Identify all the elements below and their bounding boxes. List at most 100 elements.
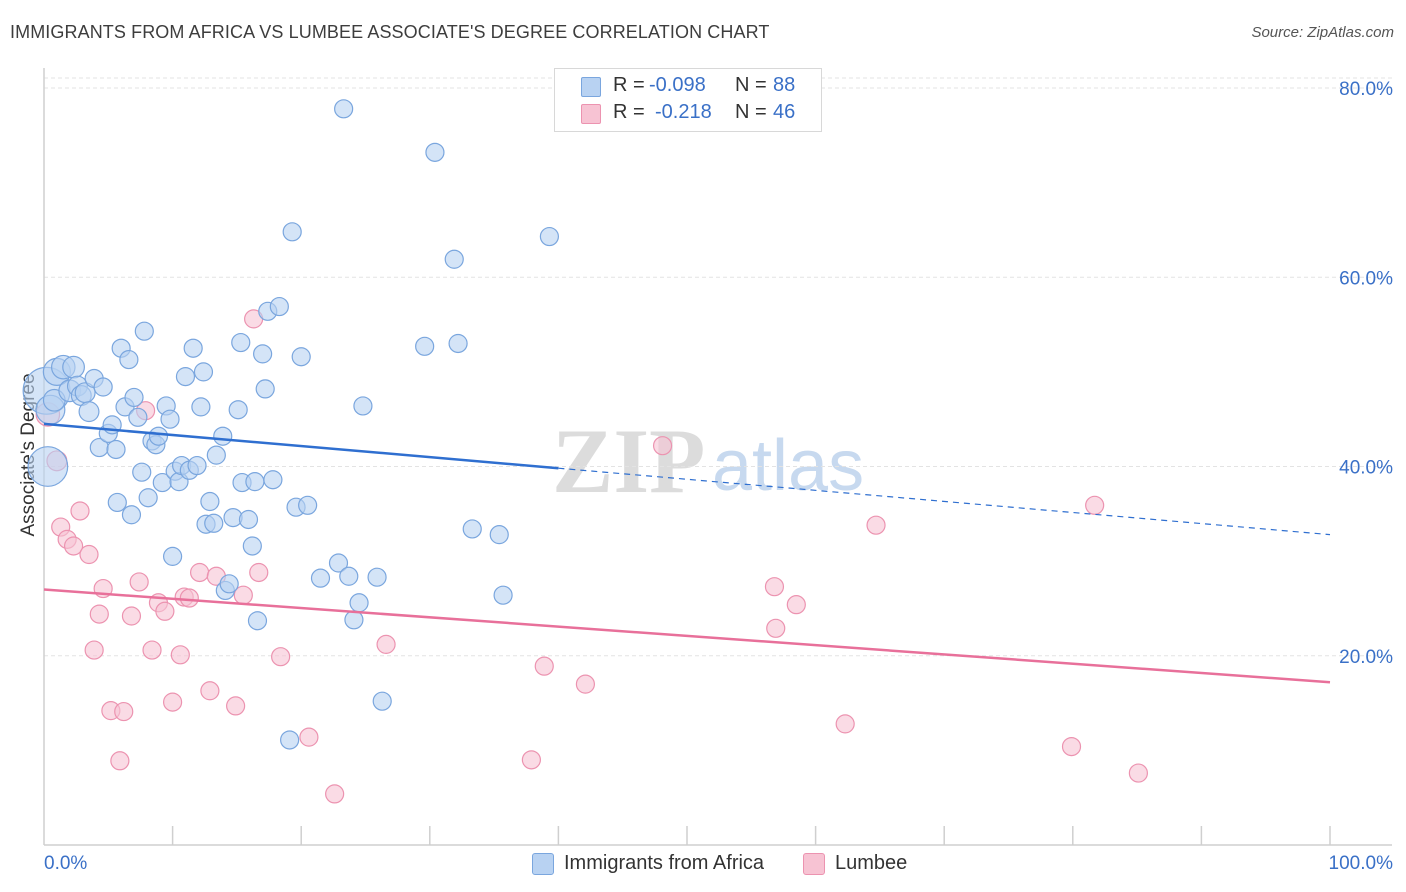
y-tick-label: 60.0% xyxy=(1339,268,1393,289)
africa-point xyxy=(107,492,127,513)
africa-point xyxy=(27,446,69,487)
africa-point xyxy=(148,426,169,446)
stats-row-lumbee: R = -0.218 N = 46 xyxy=(555,101,821,127)
africa-point xyxy=(280,730,300,750)
africa-point xyxy=(163,546,183,566)
africa-point xyxy=(219,574,239,594)
africa-point xyxy=(231,332,251,353)
blue-swatch-icon xyxy=(532,853,554,875)
stats-n-value: 46 xyxy=(773,101,796,123)
africa-point xyxy=(489,525,509,545)
lumbee-point xyxy=(271,647,291,667)
africa-point xyxy=(462,519,482,539)
lumbee-point xyxy=(299,727,319,747)
africa-point xyxy=(255,379,275,399)
africa-point xyxy=(204,513,224,533)
africa-point xyxy=(353,396,373,416)
africa-point xyxy=(138,488,158,508)
africa-point xyxy=(328,553,349,573)
africa-point xyxy=(291,347,311,367)
africa-point xyxy=(187,455,207,476)
africa-point xyxy=(269,296,289,317)
stats-n-label: N = xyxy=(735,101,767,123)
lumbee-point xyxy=(89,604,109,624)
lumbee-point xyxy=(835,714,855,734)
lumbee-point xyxy=(121,606,142,626)
blue-swatch-icon xyxy=(581,77,601,97)
africa-trend-line xyxy=(43,422,559,470)
lumbee-point xyxy=(1061,736,1082,757)
x-tick-label: 100.0% xyxy=(1329,853,1394,874)
africa-point xyxy=(132,462,152,482)
africa-point xyxy=(106,439,126,460)
pink-swatch-icon xyxy=(803,853,825,875)
x-tick-label: 0.0% xyxy=(44,853,87,874)
lumbee-point xyxy=(521,750,541,770)
watermark-zip: ZIP xyxy=(552,410,705,512)
lumbee-point xyxy=(200,681,220,701)
y-axis-label: Associate's Degree xyxy=(18,373,39,536)
lumbee-point xyxy=(866,515,886,535)
africa-point xyxy=(263,470,283,490)
africa-point xyxy=(193,362,214,382)
lumbee-point xyxy=(142,640,162,660)
africa-point xyxy=(245,472,265,492)
africa-point xyxy=(175,367,196,387)
africa-point xyxy=(206,445,226,465)
lumbee-point xyxy=(110,751,130,771)
lumbee-point xyxy=(63,536,84,556)
africa-point xyxy=(121,505,142,525)
africa-point xyxy=(372,691,392,711)
stats-r-label: R = xyxy=(613,74,645,96)
lumbee-point xyxy=(179,588,199,608)
africa-point xyxy=(247,611,268,631)
africa-point xyxy=(339,566,359,586)
africa-point xyxy=(444,249,464,269)
africa-point xyxy=(228,400,248,420)
africa-point xyxy=(242,536,262,556)
lumbee-point xyxy=(1128,763,1148,783)
africa-point xyxy=(93,377,113,397)
africa-point xyxy=(448,333,468,354)
africa-point xyxy=(425,142,445,162)
lumbee-point xyxy=(766,618,786,638)
africa-point xyxy=(160,409,180,429)
africa-trend-extension xyxy=(558,467,1331,536)
africa-point xyxy=(493,585,513,605)
africa-point xyxy=(124,387,144,408)
chart-title: IMMIGRANTS FROM AFRICA VS LUMBEE ASSOCIA… xyxy=(10,22,770,42)
legend-label: Immigrants from Africa xyxy=(564,852,765,874)
lumbee-point xyxy=(534,656,554,676)
africa-point xyxy=(349,593,369,613)
africa-point xyxy=(191,397,211,417)
africa-point xyxy=(334,99,354,119)
lumbee-point xyxy=(786,595,806,615)
africa-point xyxy=(213,426,233,446)
stats-r-value: -0.098 xyxy=(649,74,706,96)
stats-n-value: 88 xyxy=(773,74,796,96)
africa-point xyxy=(119,349,139,370)
lumbee-point xyxy=(1085,495,1105,515)
stats-r-label: R = xyxy=(613,101,645,123)
lumbee-point xyxy=(163,692,183,712)
africa-point xyxy=(62,355,85,379)
africa-point xyxy=(183,338,203,358)
stats-n-label: N = xyxy=(735,74,767,96)
africa-point xyxy=(298,495,318,515)
africa-point xyxy=(253,344,273,364)
lumbee-point xyxy=(170,645,190,665)
africa-point xyxy=(200,491,220,512)
africa-point xyxy=(128,407,148,427)
africa-point xyxy=(367,567,387,587)
y-tick-label: 40.0% xyxy=(1339,458,1393,479)
lumbee-point xyxy=(70,501,90,521)
lumbee-point xyxy=(129,572,149,592)
lumbee-point xyxy=(84,640,104,660)
africa-point xyxy=(282,222,302,242)
lumbee-point xyxy=(155,601,175,621)
stats-r-value: -0.218 xyxy=(655,101,712,123)
source-credit: Source: ZipAtlas.com xyxy=(1251,24,1394,41)
stats-row-africa: R = -0.098 N = 88 xyxy=(555,74,821,100)
lumbee-trend-line xyxy=(43,588,1331,684)
lumbee-point xyxy=(114,701,134,722)
